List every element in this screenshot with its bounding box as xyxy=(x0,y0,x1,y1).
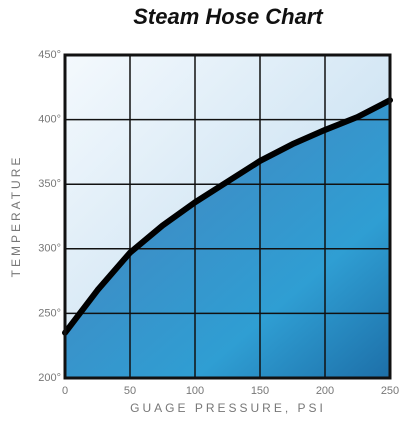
plot-border xyxy=(63,53,392,380)
y-tick-label: 350° xyxy=(38,178,61,190)
y-tick-label: 450° xyxy=(38,49,61,61)
y-axis-title: TEMPERATURE xyxy=(9,155,23,278)
line xyxy=(62,97,393,336)
x-tick-label: 100 xyxy=(186,385,204,397)
x-axis-title: GUAGE PRESSURE, PSI xyxy=(130,401,326,415)
x-tick-label: 150 xyxy=(251,385,269,397)
x-tick-label: 50 xyxy=(124,385,136,397)
y-tick-label: 200° xyxy=(38,372,61,384)
y-tick-label: 400° xyxy=(38,114,61,126)
x-tick-label: 250 xyxy=(381,385,399,397)
y-tick-label: 250° xyxy=(38,307,61,319)
x-tick-label: 200 xyxy=(316,385,334,397)
area-fill xyxy=(65,100,390,378)
y-tick-label: 300° xyxy=(38,243,61,255)
x-tick-label: 0 xyxy=(62,385,68,397)
chart-title: Steam Hose Chart xyxy=(133,4,324,29)
